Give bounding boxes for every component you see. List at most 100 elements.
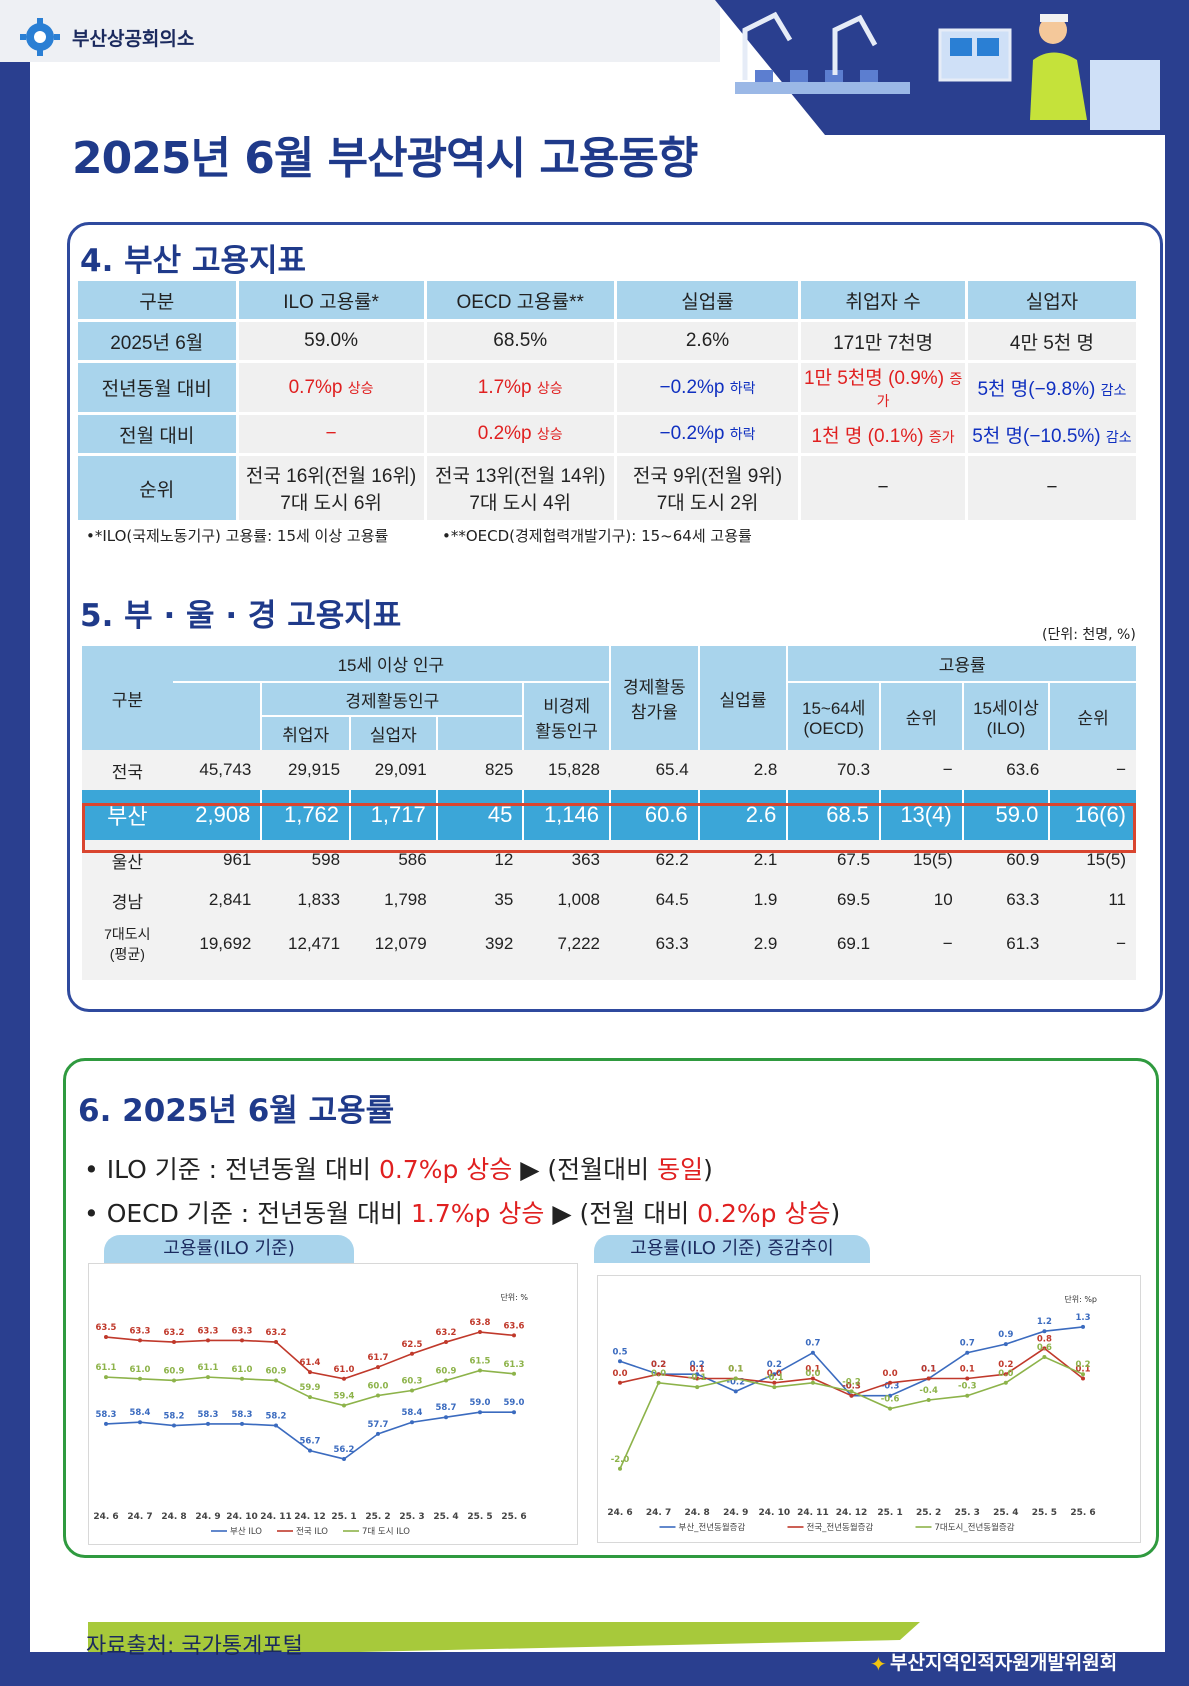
cell: 2.8 [753,760,778,779]
data-label: 0.0 [883,1369,898,1379]
cell: 35 [494,890,514,909]
data-label: 61.3 [504,1360,525,1370]
cell: 2.1 [753,850,778,869]
data-point [1042,1346,1047,1351]
busan-row-highlight [82,803,1136,853]
cell: 2,841 [208,890,252,909]
data-label: 58.3 [232,1410,253,1420]
cell-suffix: 상승 [536,379,563,396]
data-point [274,1340,278,1345]
cell: 2.6 [697,790,788,840]
data-label: -0.3 [958,1382,977,1392]
header-line: 활동인구 [535,721,598,741]
chart2-tab: 고용률(ILO 기준) 증감추이 [594,1235,870,1263]
col-header: 경제활동 참가율 [609,646,699,750]
col-header: 경제활동인구 [260,682,524,717]
row-label: 전년동월 대비 [78,363,236,412]
data-point [172,1378,176,1383]
cell: 전국 9위(전월 9위) 7대 도시 2위 [616,456,799,520]
cell: − [1116,934,1126,953]
data-point [104,1375,108,1380]
rank-7cities: 7대 도시 2위 [656,493,759,514]
header-line: 15세이상 [973,699,1039,718]
data-label: -0.1 [688,1373,707,1383]
x-tick-label: 25. 3 [399,1512,424,1522]
cell: 1,008 [557,890,600,909]
cell: 15(5) [1086,850,1126,869]
cell: 2.9 [753,934,778,953]
data-point [733,1389,738,1394]
cell: 15(5) [912,850,953,869]
table-row: 경남 2,841 1,833 1,798 35 1,008 64.5 1.9 69.5 10 63.… [82,880,1136,920]
data-label: 63.2 [266,1328,287,1338]
table-row: 2025년 6월 59.0% 68.5% 2.6% 171만 7천명 4만 5천… [78,322,1136,360]
data-label: 61.5 [470,1356,491,1366]
data-label: 0.2 [651,1360,666,1370]
data-point [849,1389,854,1394]
cell: 69.5 [836,890,871,909]
col-header: 취업자 [260,716,351,750]
data-point [410,1351,414,1356]
header-line: 참가율 [630,703,678,722]
data-label: 58.7 [436,1403,457,1413]
cell-value: 0.7%p [288,376,343,398]
col-header: 실업률 [616,281,799,319]
data-label: 56.7 [300,1437,321,1447]
table-header-row: 구분 ILO 고용률* OECD 고용률** 실업률 취업자 수 실업자 [78,281,1136,319]
cell: 63.3 [655,934,689,953]
data-label: 0.1 [728,1365,743,1375]
data-point [1042,1355,1047,1359]
legend-entry: 전국 ILO [296,1526,328,1537]
data-label: 59.0 [470,1398,491,1408]
x-tick-label: 25. 5 [1032,1508,1057,1518]
cell: 61.3 [1006,934,1040,953]
row-label: 순위 [78,456,236,520]
regional-table: 구분 15세 이상 인구 경제활동 참가율 실업률 고용률 경제활동인구 비경제 활… [82,646,1136,968]
legend-entry: 7대도시_전년동월증감 [935,1522,1015,1533]
data-point [410,1388,414,1393]
data-label: 63.3 [130,1326,151,1336]
data-label: 0.1 [805,1365,820,1375]
data-point [695,1372,700,1377]
cell: 12 [494,850,514,869]
text: • ILO 기준 : 전년동월 대비 [84,1155,379,1184]
data-point [342,1456,346,1461]
data-point [376,1393,380,1398]
x-tick-label: 24. 8 [684,1508,709,1518]
data-label: 58.2 [164,1412,185,1422]
data-point [965,1393,970,1398]
cell: 4만 5천 명 [967,322,1136,360]
data-label: 63.2 [436,1328,457,1338]
data-label: -0.4 [919,1386,938,1396]
row-label: 전월 대비 [78,415,236,453]
cell: 68.5% [426,322,614,360]
col-header: 구분 [78,281,236,319]
data-point [888,1393,893,1398]
cell: 59.0% [238,322,424,360]
x-tick-label: 24. 6 [607,1508,632,1518]
cell: 1만 5천명 (0.9%) 증가 [801,363,965,412]
data-point [138,1376,142,1381]
unit-label: (단위: 천명, %) [1042,627,1136,643]
x-tick-label: 25. 1 [331,1512,356,1522]
data-point [1081,1376,1085,1381]
x-tick-label: 25. 2 [916,1508,941,1518]
data-point [656,1372,661,1377]
data-point [849,1393,854,1398]
col-header: 구분 [82,646,173,750]
cell: 586 [398,850,427,869]
x-tick-label: 24. 8 [161,1512,186,1522]
data-point [1003,1372,1008,1377]
data-point [206,1375,210,1380]
region-label: 7대도시 (평균) [104,926,151,962]
employment-rate-panel [63,1058,1159,1558]
cell: − [942,934,953,953]
x-tick-label: 24. 6 [93,1512,118,1522]
region-label: 경남 [111,892,143,912]
table-row: 전년동월 대비 0.7%p 상승 1.7%p 상승 −0.2%p 하락 1만 5… [78,363,1136,412]
data-point [342,1403,346,1408]
cell-value: 1.7%p [477,376,532,398]
data-label: 0.0 [805,1369,820,1379]
data-point [810,1380,815,1385]
footer-org: 부산지역인적자원개발위원회 [890,1652,1118,1674]
